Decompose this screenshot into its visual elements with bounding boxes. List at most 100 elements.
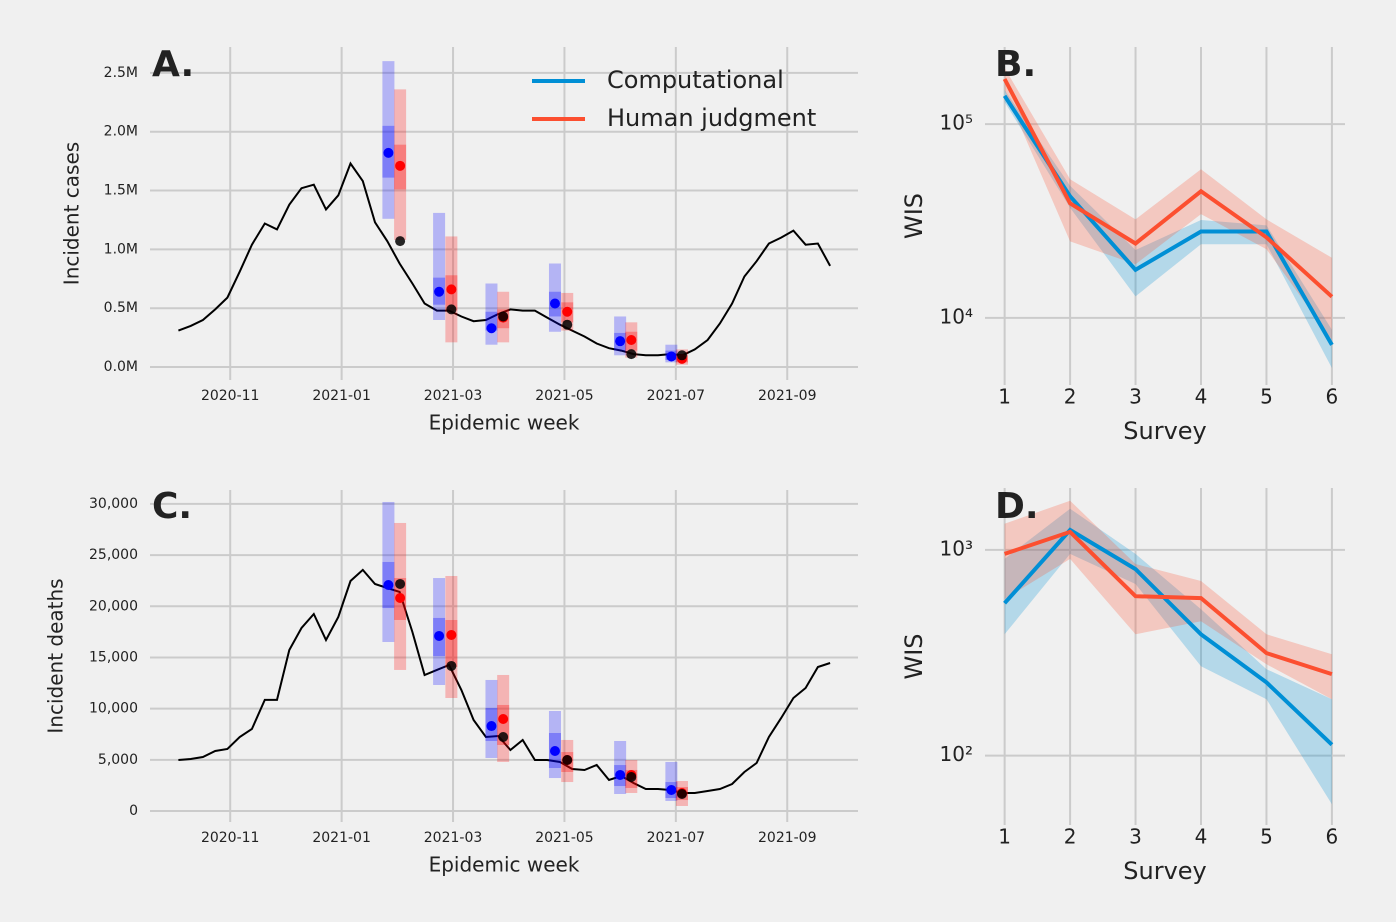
median-point bbox=[486, 323, 497, 334]
median-point bbox=[383, 579, 394, 590]
median-point bbox=[615, 769, 626, 780]
y-axis-label: Incident deaths bbox=[44, 578, 68, 733]
x-tick-label: 3 bbox=[1129, 825, 1142, 849]
interval-95 bbox=[614, 740, 627, 795]
x-axis-label: Epidemic week bbox=[429, 853, 580, 877]
x-tick-label: 2021-09 bbox=[758, 388, 817, 404]
median-point bbox=[626, 334, 637, 345]
median-point bbox=[434, 630, 445, 641]
y-tick-label: 10³ bbox=[940, 536, 973, 560]
observed-point bbox=[562, 319, 573, 330]
median-point bbox=[395, 592, 406, 603]
x-tick-label: 2021-09 bbox=[758, 830, 817, 846]
median-point bbox=[666, 785, 677, 796]
series-line bbox=[1002, 78, 1334, 299]
observed-point bbox=[676, 789, 687, 800]
x-tick-label: 5 bbox=[1260, 825, 1273, 849]
x-tick-label: 2 bbox=[1064, 825, 1077, 849]
x-tick-label: 1 bbox=[998, 385, 1011, 409]
observed-point bbox=[626, 772, 637, 783]
median-point bbox=[666, 351, 677, 362]
observed-point bbox=[395, 236, 406, 247]
x-tick-label: 4 bbox=[1195, 385, 1208, 409]
panel-label: A. bbox=[152, 44, 194, 85]
x-tick-label: 2020-11 bbox=[201, 388, 260, 404]
legend-label: Human judgment bbox=[607, 104, 816, 132]
median-point bbox=[486, 721, 497, 732]
observed-point bbox=[446, 660, 457, 671]
x-tick-label: 2021-05 bbox=[535, 830, 594, 846]
series-line bbox=[1003, 527, 1334, 747]
x-tick-label: 1 bbox=[998, 825, 1011, 849]
x-axis-label: Survey bbox=[1123, 417, 1206, 445]
median-point bbox=[549, 746, 560, 757]
x-tick-label: 5 bbox=[1260, 385, 1273, 409]
y-tick-label: 10⁴ bbox=[940, 304, 973, 328]
observed-point bbox=[498, 311, 509, 322]
series-line bbox=[1003, 529, 1333, 677]
median-point bbox=[549, 298, 560, 309]
y-tick-label: 10⁵ bbox=[940, 111, 973, 135]
y-axis-label: Incident cases bbox=[60, 142, 84, 285]
x-tick-label: 6 bbox=[1326, 825, 1339, 849]
panel-label: C. bbox=[152, 486, 192, 527]
x-tick-label: 3 bbox=[1129, 385, 1142, 409]
y-tick-label: 2.0M bbox=[104, 124, 138, 140]
interval-95 bbox=[614, 316, 627, 356]
median-point bbox=[446, 284, 457, 295]
interval-95 bbox=[485, 679, 498, 758]
x-tick-label: 2021-01 bbox=[312, 388, 371, 404]
uncertainty-band bbox=[1004, 67, 1332, 340]
uncertainty-band bbox=[1004, 508, 1332, 805]
observed-point bbox=[446, 304, 457, 315]
x-axis-label: Survey bbox=[1123, 857, 1206, 885]
y-tick-label: 1.5M bbox=[104, 183, 138, 199]
y-tick-label: 0.5M bbox=[104, 300, 138, 316]
truth-line bbox=[178, 568, 831, 794]
y-tick-label: 30,000 bbox=[89, 496, 138, 512]
median-point bbox=[446, 629, 457, 640]
y-tick-label: 5,000 bbox=[98, 752, 138, 768]
interval-95 bbox=[382, 61, 395, 219]
x-tick-label: 2 bbox=[1064, 385, 1077, 409]
y-tick-label: 25,000 bbox=[89, 547, 138, 563]
x-tick-label: 2021-03 bbox=[424, 830, 483, 846]
median-point bbox=[383, 147, 394, 158]
x-tick-label: 2021-01 bbox=[312, 830, 371, 846]
interval-95 bbox=[382, 501, 395, 643]
y-tick-label: 0.0M bbox=[104, 359, 138, 375]
y-tick-label: 10² bbox=[940, 742, 973, 766]
uncertainty-band bbox=[1004, 90, 1332, 368]
median-point bbox=[498, 713, 509, 724]
y-tick-label: 15,000 bbox=[89, 649, 138, 665]
x-tick-label: 2021-07 bbox=[647, 388, 706, 404]
observed-point bbox=[395, 578, 406, 589]
y-axis-label: WIS bbox=[900, 193, 928, 239]
y-tick-label: 10,000 bbox=[89, 701, 138, 717]
interval-50 bbox=[445, 619, 458, 667]
panel-label: D. bbox=[995, 486, 1039, 527]
observed-point bbox=[626, 349, 637, 360]
interval-95 bbox=[548, 263, 561, 332]
y-axis-label: WIS bbox=[900, 633, 928, 679]
y-tick-label: 20,000 bbox=[89, 598, 138, 614]
observed-point bbox=[676, 350, 687, 361]
median-point bbox=[562, 306, 573, 317]
x-tick-label: 6 bbox=[1326, 385, 1339, 409]
observed-point bbox=[498, 731, 509, 742]
panel-label: B. bbox=[995, 44, 1036, 85]
median-point bbox=[395, 160, 406, 171]
median-point bbox=[434, 286, 445, 297]
interval-95 bbox=[548, 710, 561, 779]
median-point bbox=[615, 336, 626, 347]
x-tick-label: 2020-11 bbox=[201, 830, 260, 846]
y-tick-label: 2.5M bbox=[104, 65, 138, 81]
x-axis-label: Epidemic week bbox=[429, 411, 580, 435]
legend-label: Computational bbox=[607, 66, 784, 94]
x-tick-label: 4 bbox=[1195, 825, 1208, 849]
x-tick-label: 2021-07 bbox=[647, 830, 706, 846]
y-tick-label: 0 bbox=[129, 803, 138, 819]
x-tick-label: 2021-03 bbox=[424, 388, 483, 404]
x-tick-label: 2021-05 bbox=[535, 388, 594, 404]
